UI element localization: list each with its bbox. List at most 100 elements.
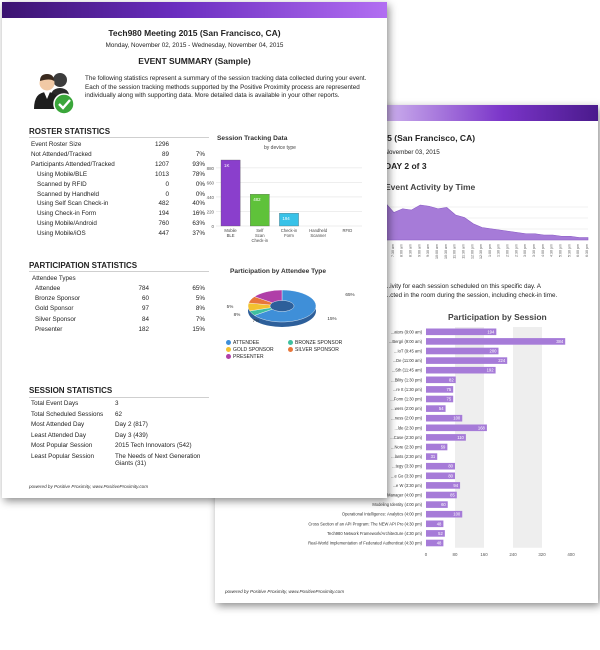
session-bar xyxy=(426,530,445,537)
session-bar-value: 60 xyxy=(441,502,446,507)
bar-value-label: 482 xyxy=(253,197,261,202)
session-bar-value: 48 xyxy=(437,541,442,546)
x-category-label: Check-in xyxy=(281,228,298,233)
pie-slice xyxy=(254,289,317,323)
legend-item: ATTENDEE xyxy=(226,340,259,346)
y-tick-label: 880 xyxy=(207,166,215,171)
legend-swatch xyxy=(226,354,231,360)
intro-line-2: ...cted in the room during the session, … xyxy=(385,292,558,299)
x-category-label: Handheld xyxy=(309,228,328,233)
x-category-label: RFID xyxy=(343,228,353,233)
pie-slice-label: 7% xyxy=(253,318,260,323)
x-tick-label: 3:30 pm xyxy=(532,244,536,257)
x-tick-label: 3:00 pm xyxy=(523,244,527,257)
report-title: Tech980 Meeting 2015 (San Francisco, CA) xyxy=(108,28,281,38)
y-tick-label: 220 xyxy=(207,209,215,214)
bar xyxy=(279,213,299,227)
x-tick-label: 11:30 am xyxy=(461,244,465,259)
x-category-label: BLE xyxy=(227,233,235,238)
report-date-range: Monday, November 02, 2015 - Wednesday, N… xyxy=(105,42,284,49)
roster-value: 447 xyxy=(158,230,169,238)
x-tick-label: 12:30 pm xyxy=(479,244,483,259)
session-bar xyxy=(426,328,497,336)
participation-value: 97 xyxy=(141,305,149,313)
intro-line-1: ...ivity for each session scheduled on t… xyxy=(385,283,541,290)
legend-swatch xyxy=(226,340,231,346)
x-tick-label: 4:30 pm xyxy=(550,244,554,257)
participation-label: Attendee xyxy=(35,285,61,292)
participation-row: Silver Sponsor 84 7% xyxy=(29,316,209,325)
session-name-label: ...Case (2:30 pm) xyxy=(390,435,422,440)
bar-value-label: 1K xyxy=(224,163,229,168)
session-name-label: ...Bility (1:30 pm) xyxy=(391,377,422,382)
session-stat-label: Most Attended Day xyxy=(31,421,85,428)
roster-value: 0 xyxy=(165,190,169,198)
x-tick-label: 240 xyxy=(509,552,517,557)
x-tick-label: 320 xyxy=(538,552,546,557)
participation-label: Presenter xyxy=(35,325,63,333)
roster-label: Event Roster Size xyxy=(31,141,82,148)
legend-label: ATTENDEE xyxy=(233,340,260,346)
session-stat-label: Most Popular Session xyxy=(31,442,93,449)
participation-pie-chart: 65% 5%8% 7% 15% xyxy=(227,289,355,327)
session-bar xyxy=(426,462,455,470)
session-bar-chart: 194 ...ators (9:00 am) 384 ...Bergri (9:00 … xyxy=(308,327,575,557)
session-bar xyxy=(426,539,444,547)
session-bar-value: 100 xyxy=(453,416,461,421)
session-bar-value: 384 xyxy=(556,339,564,344)
report-heading: EVENT SUMMARY (Sample) xyxy=(138,56,251,66)
session-bar xyxy=(426,434,466,441)
session-name-label: ...ators (9:00 am) xyxy=(391,329,423,334)
activity-area xyxy=(385,202,589,241)
x-tick-label: 10:00 am xyxy=(435,244,439,259)
x-tick-label: 0 xyxy=(425,552,428,557)
roster-label: Using Mobile/iOS xyxy=(37,230,86,238)
session-bar xyxy=(426,405,446,412)
roster-pct: 40% xyxy=(192,200,205,208)
session-bar-value: 59 xyxy=(441,445,446,450)
session-bar xyxy=(426,520,444,528)
session-name-label: ...e W (3:30 pm) xyxy=(393,483,423,488)
roster-label: Using Check-in Form xyxy=(37,210,97,218)
participation-label: Gold Sponsor xyxy=(35,305,74,313)
session-bar xyxy=(426,357,508,364)
session-bar xyxy=(426,491,457,499)
session-bar xyxy=(426,395,454,403)
roster-divider xyxy=(29,137,209,138)
tracking-chart-subtitle: by device type xyxy=(264,145,296,151)
roster-row: Using Self Scan Check-in 482 40% xyxy=(29,200,209,209)
roster-label: Not Attended/Tracked xyxy=(31,150,92,158)
session-name-label: Tech980 Network Framework/Architecture (… xyxy=(327,531,423,536)
session-stat-label: Least Popular Session xyxy=(31,452,95,460)
session-name-label: ...Bergri (9:00 am) xyxy=(389,339,423,344)
pie-slice-label: 8% xyxy=(234,312,241,317)
roster-pct: 37% xyxy=(192,230,205,238)
participation-row: Gold Sponsor 97 8% xyxy=(29,305,209,314)
roster-row: Using Check-in Form 194 16% xyxy=(29,210,209,219)
roster-pct: 7% xyxy=(195,150,205,158)
session-name-label: ...De (11:00 am) xyxy=(393,358,423,363)
participation-pct: 15% xyxy=(192,325,205,333)
participation-pct: 8% xyxy=(195,305,205,313)
legend-label: GOLD SPONSOR xyxy=(233,347,274,353)
roster-row: Not Attended/Tracked 89 7% xyxy=(29,151,209,160)
session-name-label: ...lants (2:30 pm) xyxy=(391,454,422,459)
session-name-label: Real-World Implementation of Federated A… xyxy=(308,541,423,546)
x-tick-label: 1:00 pm xyxy=(488,244,492,257)
x-tick-label: 9:30 am xyxy=(426,244,430,257)
x-tick-label: 4:00 pm xyxy=(541,244,545,257)
session-stat-row: Total Event Days 3 xyxy=(29,400,209,409)
session-bar xyxy=(426,386,454,393)
header-band xyxy=(2,2,387,18)
session-name-label: ...wers (2:00 pm) xyxy=(391,406,422,411)
y-tick-label: 440 xyxy=(207,195,215,200)
x-category-label: Form xyxy=(284,233,294,238)
page-footer: powered by Positive Proximity, www.Posit… xyxy=(225,589,345,594)
session-stat-row: Least Attended Day Day 3 (439) xyxy=(29,432,209,441)
x-category-label: Scan xyxy=(255,233,265,238)
roster-label: Participants Attended/Tracked xyxy=(31,160,115,168)
pie-slice-label: 15% xyxy=(327,316,336,321)
participation-row: Bronze Sponsor 60 5% xyxy=(29,295,209,304)
session-name-label: ...re It (1:30 pm) xyxy=(393,387,423,392)
